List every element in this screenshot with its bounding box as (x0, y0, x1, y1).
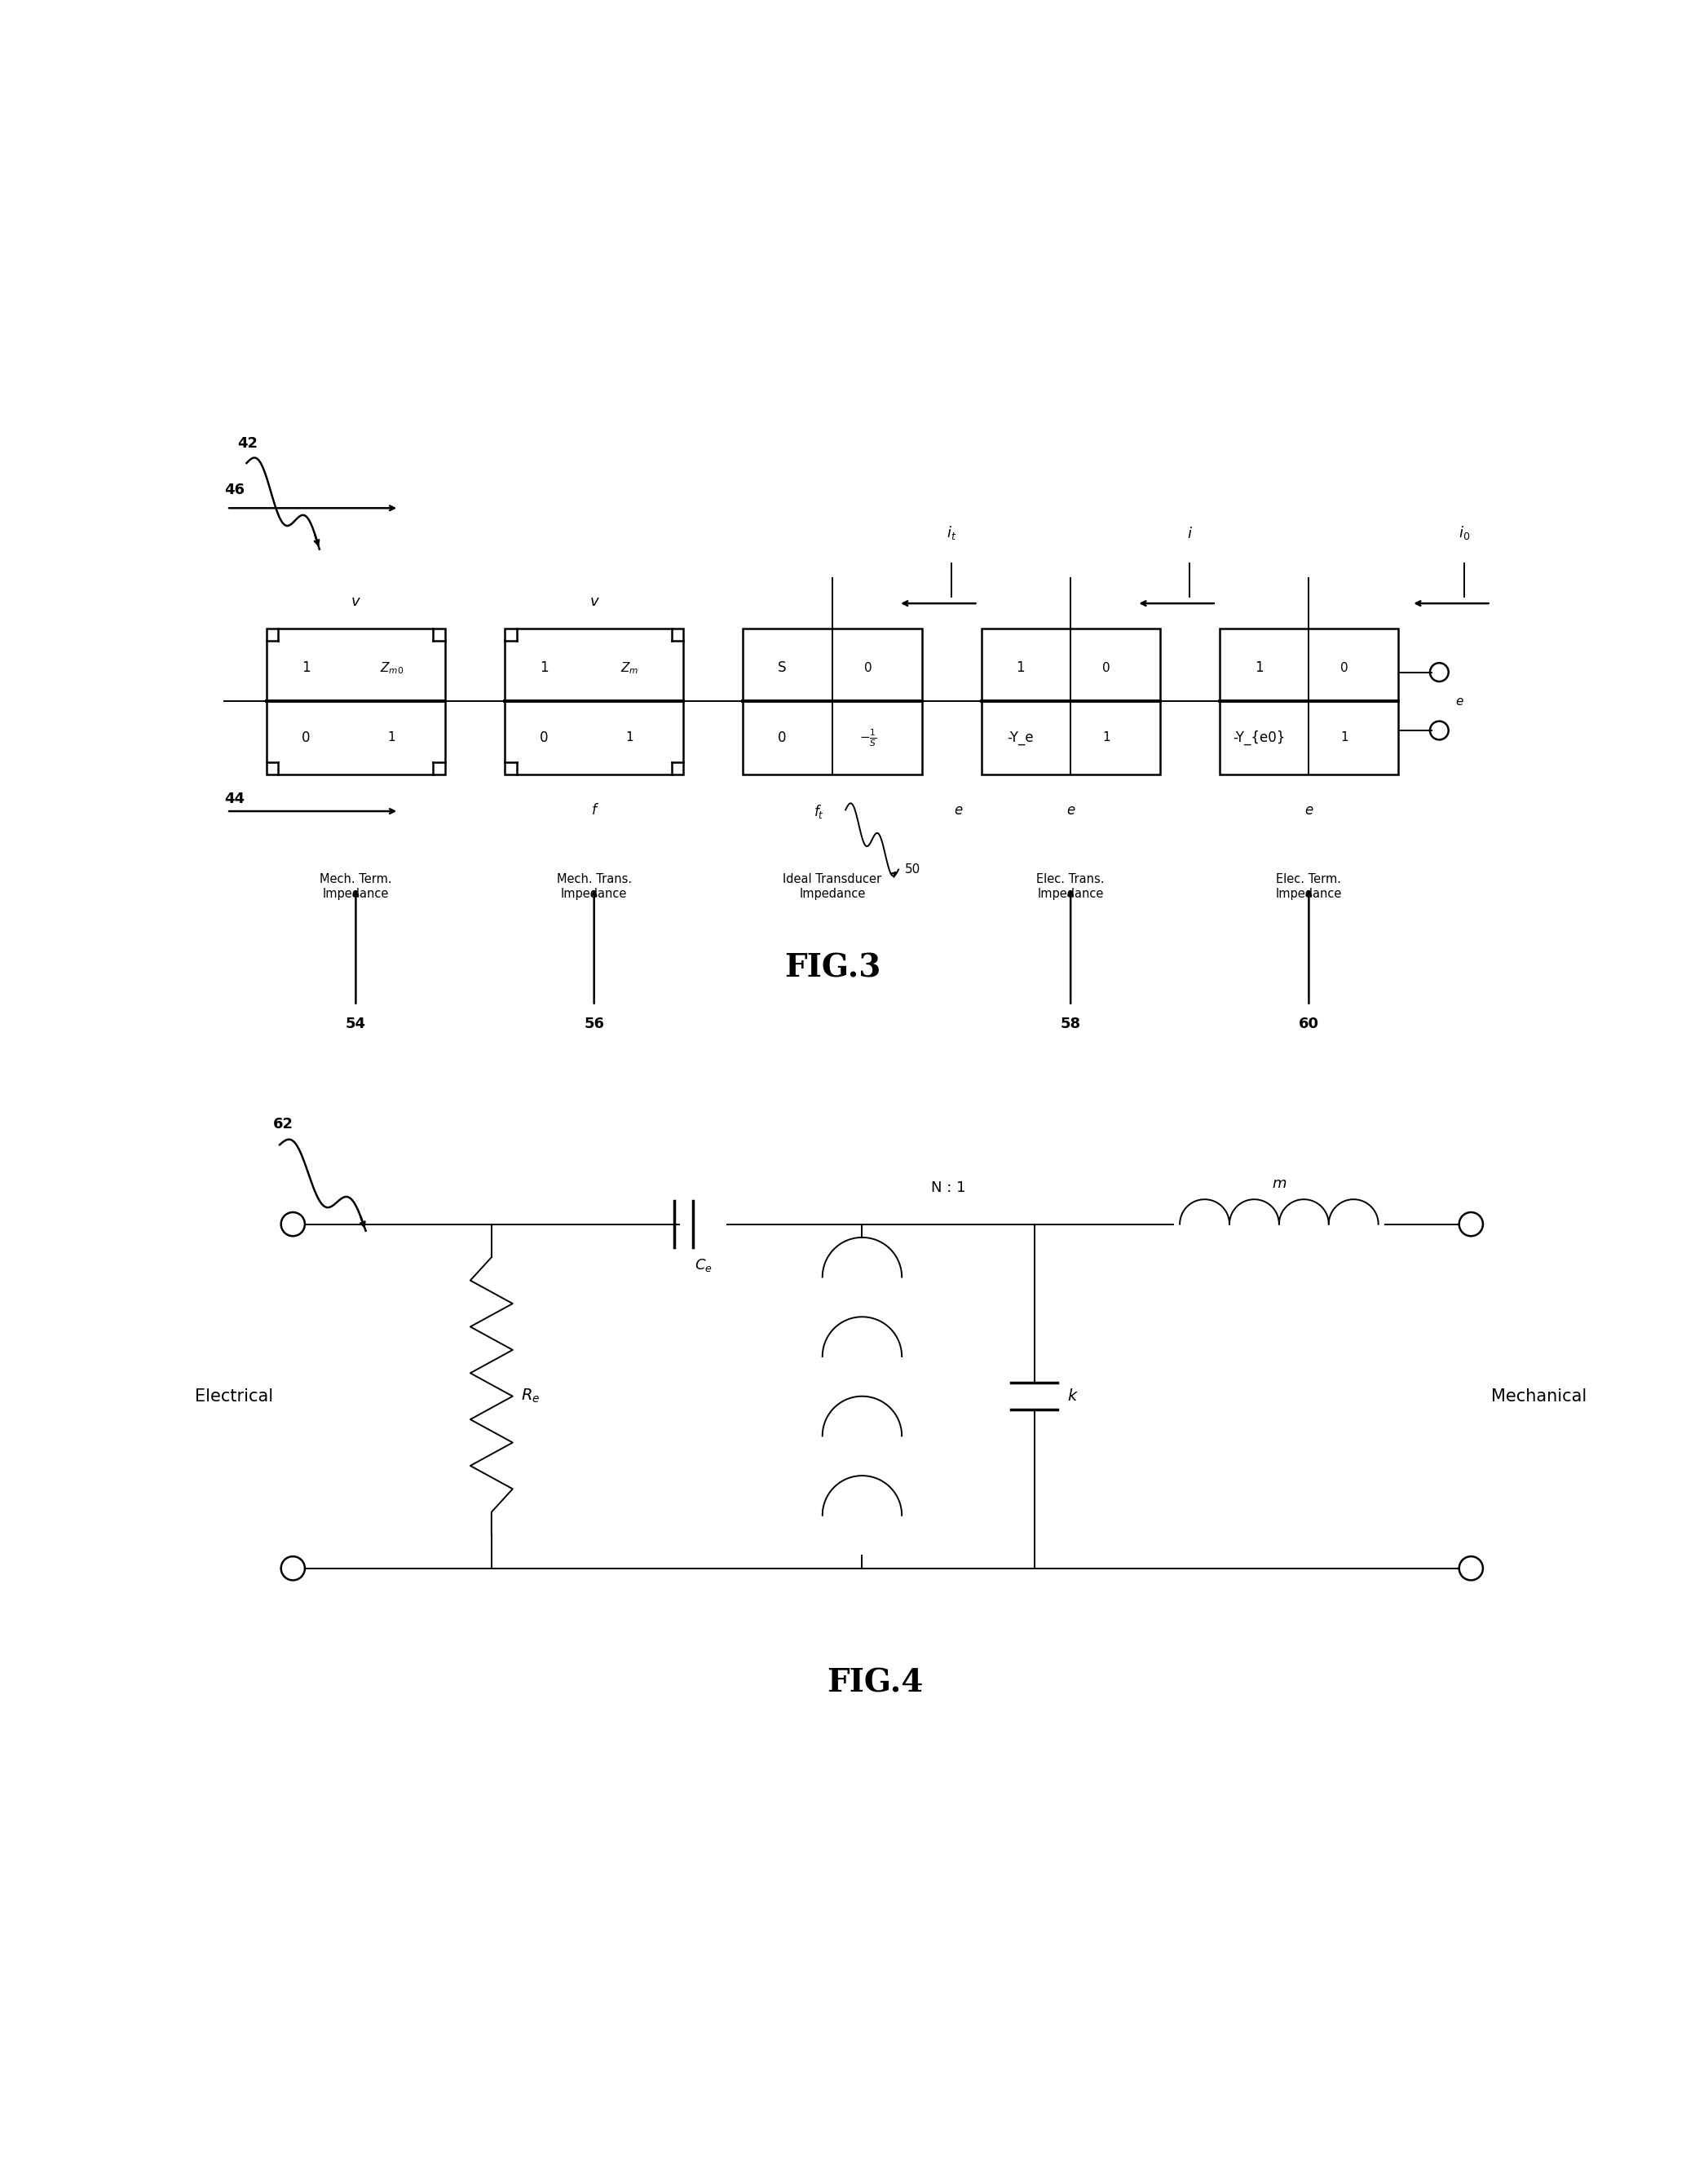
Text: $i_0$: $i_0$ (1459, 523, 1471, 540)
Text: $Z_{m0}$: $Z_{m0}$ (379, 659, 403, 675)
Text: e: e (1305, 804, 1313, 817)
Text: 56: 56 (584, 1016, 605, 1031)
Text: 1: 1 (1254, 662, 1264, 675)
Text: 1: 1 (625, 731, 634, 744)
Text: Mechanical: Mechanical (1491, 1388, 1587, 1405)
Text: f: f (591, 804, 596, 817)
Bar (743, 629, 922, 774)
Text: 1: 1 (301, 662, 311, 675)
Text: $i_t$: $i_t$ (946, 523, 956, 540)
Text: 0: 0 (302, 731, 311, 746)
Text: 0: 0 (1102, 662, 1110, 675)
Text: 1: 1 (1341, 731, 1349, 744)
Text: 1: 1 (1102, 731, 1110, 744)
Text: e: e (1066, 804, 1074, 817)
Text: 42: 42 (237, 437, 258, 452)
Text: 50: 50 (905, 863, 921, 876)
Text: -Y_{e0}: -Y_{e0} (1233, 731, 1284, 746)
Text: $-\frac{1}{S}$: $-\frac{1}{S}$ (859, 726, 876, 748)
Text: 1: 1 (1016, 662, 1025, 675)
Text: 0: 0 (540, 731, 548, 746)
Text: S: S (779, 662, 787, 675)
Text: Mech. Term.
Impedance: Mech. Term. Impedance (319, 873, 391, 899)
Text: Mech. Trans.
Impedance: Mech. Trans. Impedance (557, 873, 632, 899)
Text: Ideal Transducer
Impedance: Ideal Transducer Impedance (782, 873, 881, 899)
Text: 1: 1 (388, 731, 396, 744)
Text: e: e (1455, 696, 1462, 707)
Text: e: e (953, 804, 962, 817)
Text: v: v (352, 595, 360, 610)
Bar (506, 629, 683, 774)
Text: 54: 54 (345, 1016, 366, 1031)
Text: 0: 0 (779, 731, 787, 746)
Text: N : 1: N : 1 (931, 1180, 965, 1196)
Text: Electrical: Electrical (195, 1388, 273, 1405)
Text: $R_e$: $R_e$ (521, 1388, 540, 1405)
Text: 46: 46 (224, 482, 244, 497)
Text: $Z_m$: $Z_m$ (620, 659, 639, 675)
Text: Elec. Term.
Impedance: Elec. Term. Impedance (1276, 873, 1342, 899)
Text: FIG.3: FIG.3 (784, 953, 881, 984)
Text: $C_e$: $C_e$ (695, 1258, 712, 1273)
Bar (266, 629, 446, 774)
Text: 62: 62 (273, 1118, 294, 1131)
Text: v: v (589, 595, 598, 610)
Text: m: m (1272, 1176, 1286, 1191)
Text: 44: 44 (224, 791, 244, 806)
Text: $f_t$: $f_t$ (815, 804, 825, 819)
Text: FIG.4: FIG.4 (827, 1667, 924, 1699)
Text: -Y_e: -Y_e (1008, 731, 1033, 746)
Text: 58: 58 (1061, 1016, 1081, 1031)
Text: 0: 0 (864, 662, 873, 675)
Bar (980, 629, 1160, 774)
Text: 0: 0 (1341, 662, 1349, 675)
Text: k: k (1068, 1388, 1076, 1403)
Text: 60: 60 (1298, 1016, 1319, 1031)
Text: 1: 1 (540, 662, 548, 675)
Bar (1220, 629, 1399, 774)
Text: $i$: $i$ (1187, 528, 1192, 540)
Text: Elec. Trans.
Impedance: Elec. Trans. Impedance (1037, 873, 1105, 899)
